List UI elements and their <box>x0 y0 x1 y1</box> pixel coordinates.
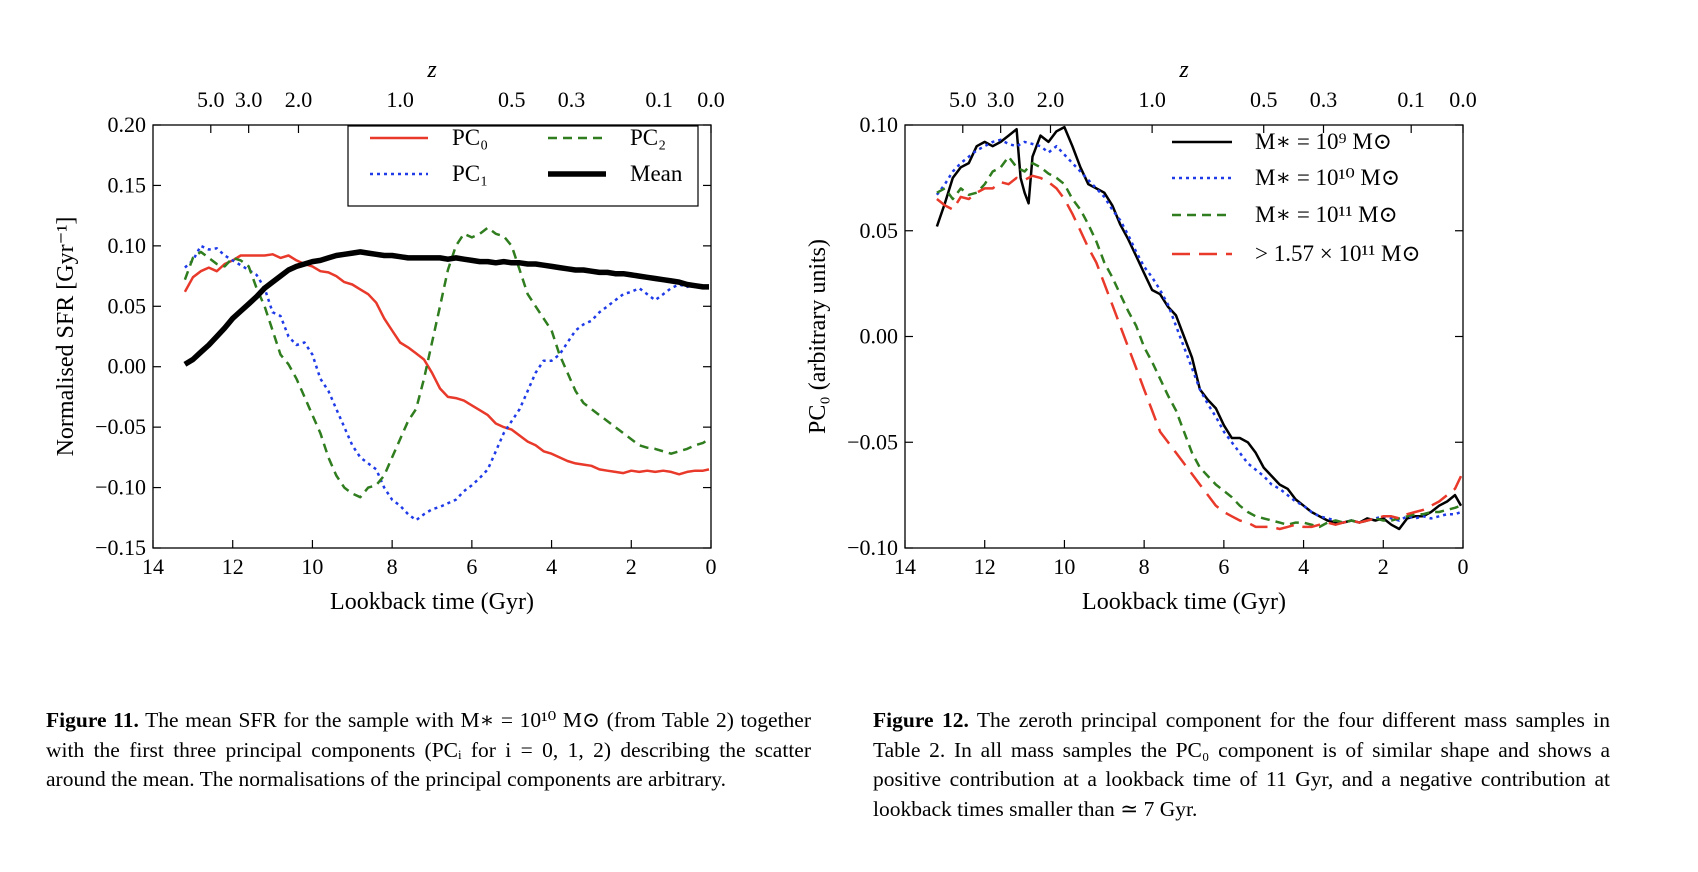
top-tick-label: 0.0 <box>1449 87 1477 112</box>
top-tick-label: 5.0 <box>197 87 225 112</box>
chart-panel-1: 14 12 10 8 6 4 2 0 0.10 0.05 0.00 −0.05 −0.10 5.0 3.0 2… <box>805 57 1477 615</box>
series-line-1 <box>935 138 1462 524</box>
figure-12-caption-text: The zeroth principal component for the f… <box>873 708 1611 821</box>
legend-label-2: PC₂ <box>630 125 666 150</box>
series-line-2 <box>936 155 1462 529</box>
series-line-2 <box>183 226 710 499</box>
y-axis-label: Normalised SFR [Gyr⁻¹] <box>53 217 79 457</box>
legend-label-1: PC₁ <box>452 161 488 186</box>
y-axis-label: PC₀ (arbitrary units) <box>805 239 831 434</box>
figure-11-caption-label: Figure 11. <box>46 708 139 732</box>
figure-12-caption-label: Figure 12. <box>873 708 969 732</box>
chart-panel-0: 14 12 10 8 6 4 2 0 0.20 0.15 0.10 0.05 0.00 −0.05 −0.1… <box>53 57 725 615</box>
x-tick-label: 6 <box>1218 554 1229 579</box>
top-tick-label: 1.0 <box>386 87 414 112</box>
figure-12-caption: Figure 12. The zeroth principal componen… <box>873 706 1610 824</box>
top-axis-label: z <box>1178 57 1189 83</box>
top-axis-label: z <box>426 57 437 83</box>
legend-label-0: PC₀ <box>452 125 488 150</box>
x-tick-label: 10 <box>1053 554 1075 579</box>
x-tick-label: 4 <box>1298 554 1309 579</box>
x-tick-label: 8 <box>1139 554 1150 579</box>
y-tick-label: 0.05 <box>860 218 899 243</box>
x-tick-label: 0 <box>706 554 717 579</box>
top-tick-label: 0.3 <box>558 87 586 112</box>
x-axis-label: Lookback time (Gyr) <box>330 589 534 615</box>
legend-label-3: Mean <box>630 161 683 186</box>
x-tick-label: 4 <box>546 554 557 579</box>
x-tick-label: 12 <box>222 554 244 579</box>
y-tick-label: 0.05 <box>108 293 147 318</box>
top-tick-label: 3.0 <box>987 87 1015 112</box>
plot-frame <box>152 124 712 549</box>
x-tick-label: 8 <box>387 554 398 579</box>
series-line-0 <box>183 253 710 476</box>
x-tick-label: 12 <box>974 554 996 579</box>
x-axis-label: Lookback time (Gyr) <box>1082 589 1286 615</box>
figure-11-caption-text: The mean SFR for the sample with M∗ = 10… <box>46 708 812 791</box>
top-tick-label: 0.3 <box>1310 87 1338 112</box>
top-tick-label: 3.0 <box>235 87 263 112</box>
series-line-3 <box>183 249 709 367</box>
legend-label-2: M∗ = 10¹¹ M⊙ <box>1255 202 1398 227</box>
y-tick-label: 0.00 <box>108 354 147 379</box>
y-tick-label: 0.10 <box>108 233 147 258</box>
y-tick-label: 0.00 <box>860 324 899 349</box>
x-tick-label: 2 <box>1378 554 1389 579</box>
x-tick-label: 14 <box>142 554 164 579</box>
x-tick-label: 6 <box>466 554 477 579</box>
legend-label-3: > 1.57 × 10¹¹ M⊙ <box>1255 241 1421 266</box>
figure-11-caption: Figure 11. The mean SFR for the sample w… <box>46 706 811 795</box>
top-tick-label: 2.0 <box>285 87 313 112</box>
top-tick-label: 2.0 <box>1037 87 1065 112</box>
top-tick-label: 5.0 <box>949 87 977 112</box>
top-tick-label: 0.1 <box>1397 87 1425 112</box>
series-line-1 <box>184 244 709 522</box>
legend-label-1: M∗ = 10¹⁰ M⊙ <box>1255 165 1400 190</box>
top-tick-label: 0.5 <box>498 87 526 112</box>
y-tick-label: −0.15 <box>95 535 146 560</box>
series-line-0 <box>935 125 1463 531</box>
legend-label-0: M∗ = 10⁹ M⊙ <box>1255 129 1392 154</box>
y-tick-label: −0.10 <box>847 535 898 560</box>
top-tick-label: 0.0 <box>697 87 725 112</box>
y-tick-label: −0.05 <box>847 429 898 454</box>
x-tick-label: 2 <box>626 554 637 579</box>
x-tick-label: 10 <box>301 554 323 579</box>
y-tick-label: 0.15 <box>108 172 147 197</box>
legend-box <box>347 125 699 207</box>
series-line-3 <box>936 174 1463 531</box>
top-tick-label: 0.1 <box>645 87 673 112</box>
y-tick-label: −0.10 <box>95 475 146 500</box>
top-tick-label: 1.0 <box>1138 87 1166 112</box>
y-tick-label: −0.05 <box>95 414 146 439</box>
x-tick-label: 14 <box>894 554 916 579</box>
y-tick-label: 0.20 <box>108 112 147 137</box>
y-tick-label: 0.10 <box>860 112 899 137</box>
top-tick-label: 0.5 <box>1250 87 1278 112</box>
x-tick-label: 0 <box>1458 554 1469 579</box>
